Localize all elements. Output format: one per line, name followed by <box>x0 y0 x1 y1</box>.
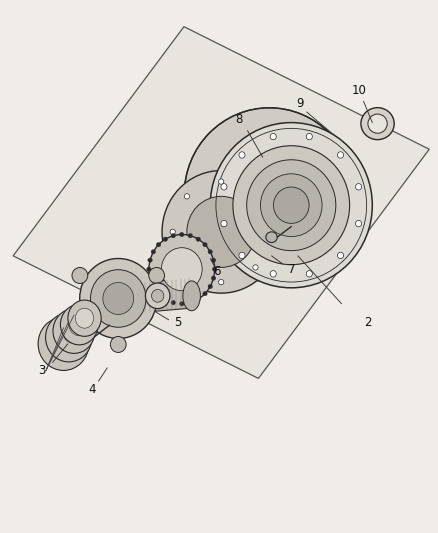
Ellipse shape <box>162 171 280 293</box>
Text: 3: 3 <box>38 364 45 377</box>
Text: 5: 5 <box>174 316 181 329</box>
Ellipse shape <box>221 183 227 190</box>
Ellipse shape <box>184 265 190 270</box>
Text: 2: 2 <box>364 316 372 329</box>
Ellipse shape <box>60 304 98 345</box>
Text: 7: 7 <box>287 263 295 276</box>
Ellipse shape <box>203 292 207 296</box>
Ellipse shape <box>148 276 152 280</box>
Ellipse shape <box>72 268 88 284</box>
Ellipse shape <box>196 237 200 241</box>
Text: 8: 8 <box>235 114 242 126</box>
Ellipse shape <box>211 258 215 262</box>
Ellipse shape <box>208 249 212 254</box>
Ellipse shape <box>273 187 309 223</box>
Ellipse shape <box>184 193 190 199</box>
Ellipse shape <box>219 279 224 285</box>
Ellipse shape <box>161 248 202 290</box>
Ellipse shape <box>356 221 362 227</box>
Ellipse shape <box>266 232 277 243</box>
Ellipse shape <box>49 329 78 358</box>
Ellipse shape <box>338 252 344 259</box>
Ellipse shape <box>239 252 245 259</box>
Ellipse shape <box>267 229 272 235</box>
Ellipse shape <box>270 133 276 140</box>
Ellipse shape <box>180 232 184 237</box>
Ellipse shape <box>187 196 255 268</box>
Ellipse shape <box>149 235 215 304</box>
Ellipse shape <box>63 319 85 343</box>
Ellipse shape <box>261 174 322 237</box>
Ellipse shape <box>239 152 245 158</box>
Ellipse shape <box>78 332 92 345</box>
Ellipse shape <box>152 289 164 302</box>
Ellipse shape <box>212 267 217 271</box>
Ellipse shape <box>145 283 170 309</box>
Polygon shape <box>130 278 192 313</box>
Ellipse shape <box>221 221 227 227</box>
Ellipse shape <box>149 268 165 284</box>
Ellipse shape <box>210 123 372 288</box>
Ellipse shape <box>148 258 152 262</box>
Ellipse shape <box>183 281 200 311</box>
Ellipse shape <box>69 313 90 336</box>
Ellipse shape <box>188 233 192 238</box>
Ellipse shape <box>270 271 276 277</box>
Ellipse shape <box>75 308 94 328</box>
Text: 10: 10 <box>352 84 367 97</box>
Ellipse shape <box>233 146 350 265</box>
Ellipse shape <box>338 152 344 158</box>
Polygon shape <box>13 27 429 378</box>
Ellipse shape <box>208 285 212 289</box>
Ellipse shape <box>356 183 362 190</box>
Ellipse shape <box>147 267 151 271</box>
Ellipse shape <box>306 133 312 140</box>
Ellipse shape <box>196 297 200 301</box>
Ellipse shape <box>56 324 81 351</box>
Ellipse shape <box>233 157 306 232</box>
Ellipse shape <box>211 276 215 280</box>
Ellipse shape <box>253 193 258 199</box>
Ellipse shape <box>253 265 258 270</box>
Ellipse shape <box>219 179 224 184</box>
Ellipse shape <box>368 114 387 133</box>
Ellipse shape <box>184 108 354 281</box>
Ellipse shape <box>103 282 134 314</box>
Ellipse shape <box>203 243 207 247</box>
Ellipse shape <box>151 285 155 289</box>
Text: 6: 6 <box>213 265 221 278</box>
Ellipse shape <box>151 249 155 254</box>
Ellipse shape <box>163 237 167 241</box>
Ellipse shape <box>170 229 175 235</box>
Ellipse shape <box>171 301 176 305</box>
Ellipse shape <box>306 271 312 277</box>
Ellipse shape <box>156 292 161 296</box>
Ellipse shape <box>46 313 92 362</box>
Ellipse shape <box>38 317 89 370</box>
Ellipse shape <box>68 300 101 336</box>
Ellipse shape <box>110 336 126 352</box>
Ellipse shape <box>361 108 394 140</box>
Ellipse shape <box>188 301 192 305</box>
Text: 9: 9 <box>296 98 304 110</box>
Ellipse shape <box>80 259 157 338</box>
Ellipse shape <box>91 270 146 327</box>
Ellipse shape <box>180 302 184 306</box>
Ellipse shape <box>156 243 161 247</box>
Ellipse shape <box>163 297 167 301</box>
Text: 4: 4 <box>88 383 96 395</box>
Ellipse shape <box>171 233 176 238</box>
Ellipse shape <box>53 309 95 353</box>
Ellipse shape <box>247 160 336 251</box>
